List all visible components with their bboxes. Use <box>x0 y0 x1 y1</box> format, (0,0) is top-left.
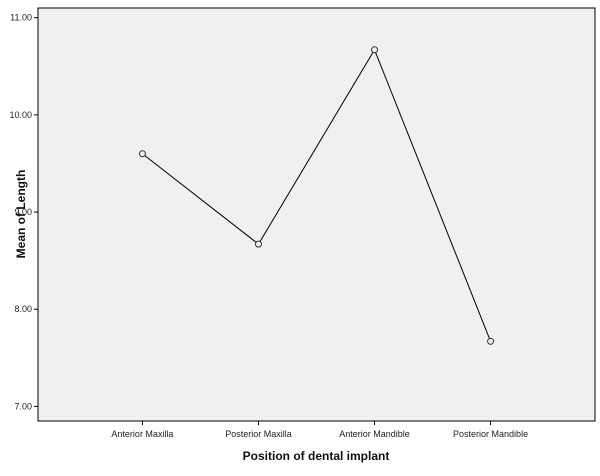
y-axis: 7.00 8.00 9.00 10.00 11.00 <box>9 13 38 411</box>
plot-area <box>37 7 596 422</box>
y-tick-label: 9.00 <box>14 207 32 217</box>
data-point <box>138 150 146 158</box>
y-tick-label: 8.00 <box>14 304 32 314</box>
series-line <box>142 48 492 342</box>
y-axis-title: Mean of Length <box>14 170 28 259</box>
x-axis: Anterior Maxilla Posterior Maxilla Anterio… <box>111 421 528 439</box>
x-tick-label: Anterior Mandible <box>339 429 410 439</box>
data-point <box>371 46 379 54</box>
y-tick-label: 7.00 <box>14 401 32 411</box>
data-point <box>487 337 495 345</box>
x-tick-label: Posterior Maxilla <box>225 429 292 439</box>
data-point <box>254 240 262 248</box>
x-tick-label: Posterior Mandible <box>453 429 528 439</box>
series-mean-length <box>138 46 495 345</box>
x-axis-title: Position of dental implant <box>243 449 390 463</box>
x-tick-label: Anterior Maxilla <box>111 429 173 439</box>
y-tick-label: 10.00 <box>9 110 32 120</box>
y-tick-label: 11.00 <box>10 13 32 23</box>
